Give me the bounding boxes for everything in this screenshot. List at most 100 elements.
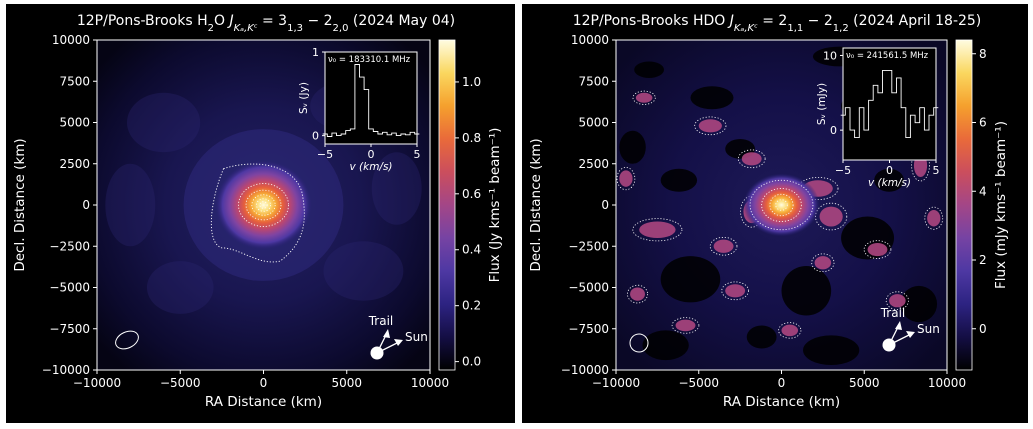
trail-arrowhead (895, 321, 902, 330)
inset-x-tick-label-1: 0 (886, 164, 893, 177)
hdo-map-chart: 12P/Pons-Brooks HDO JKₐ,Kᶜ = 21,1 − 21,2… (528, 13, 1009, 410)
colorbar-label: Flux (Jy kms⁻¹ beam⁻¹) (487, 128, 503, 283)
inset-frame (324, 51, 418, 145)
noise-void-14 (874, 168, 904, 192)
colorbar-tick-label-0: 0.0 (462, 355, 481, 369)
contour-patch-11 (885, 291, 909, 311)
noise-void-10 (642, 330, 689, 361)
y-tick-label-2: 5000 (59, 116, 90, 130)
noise-void-1 (690, 86, 734, 110)
inset-y-tick-label-0: 10 (823, 49, 837, 62)
noise-void-7 (841, 216, 895, 260)
y-tick-label-7: −7500 (49, 322, 90, 336)
inset-x-tick-label-1: 0 (368, 148, 375, 161)
trail-label: Trail (368, 314, 394, 328)
contour-patch-7 (863, 240, 892, 259)
x-axis-label: RA Distance (km) (723, 394, 840, 410)
inset-y-tick-label-0: 1 (312, 46, 319, 59)
beam-ellipse (629, 333, 649, 353)
inset-frequency-label: ν₀ = 241561.5 MHz (846, 51, 929, 61)
coma-haze-4 (105, 163, 156, 247)
inset-x-tick-label-2: 5 (933, 164, 940, 177)
y-tick-label-0: 10000 (571, 33, 609, 47)
emission-patch-7 (867, 242, 888, 257)
inset-y-tick-label-1: 0 (312, 130, 319, 143)
contour-patch-2 (616, 167, 636, 191)
contour-patch-3 (694, 116, 727, 136)
h2o-map-chart: 12P/Pons-Brooks H2O JKₐ,Kᶜ = 31,3 − 22,0… (12, 13, 503, 410)
chart-title: 12P/Pons-Brooks H2O JKₐ,Kᶜ = 31,3 − 22,0… (77, 13, 455, 34)
inset-spectrum-line (322, 64, 420, 137)
y-tick-label-8: −10000 (42, 363, 90, 377)
contour-patch-8 (911, 149, 930, 182)
coma-haze-5 (371, 152, 422, 225)
y-tick-label-8: −10000 (561, 363, 609, 377)
core-contour-1 (761, 188, 802, 222)
trail-label: Trail (880, 306, 906, 320)
noise-void-15 (660, 168, 698, 192)
sun-arrowhead (394, 339, 403, 346)
colorbar-tick-label-2: 0.4 (462, 243, 481, 257)
coma-haze-1 (323, 241, 404, 301)
emission-patch-17 (630, 287, 645, 301)
emission-patch-13 (814, 256, 832, 270)
contour-patch-17 (627, 284, 648, 304)
inset-frequency-label: ν₀ = 183310.1 MHz (328, 55, 411, 65)
core-contour-0 (238, 183, 289, 227)
contour-patch-13 (811, 253, 835, 273)
colorbar-tick-label-1: 2 (979, 253, 987, 267)
sun-label: Sun (917, 322, 940, 336)
y-tick-label-6: −5000 (568, 281, 609, 295)
contour-patch-9 (924, 206, 944, 230)
panel-hdo: 12P/Pons-Brooks HDO JKₐ,Kᶜ = 21,1 − 21,2… (522, 4, 1028, 423)
coma-core (215, 160, 312, 250)
beam-ellipse (115, 330, 139, 350)
emission-patch-3 (698, 119, 722, 133)
x-tick-label-2: 0 (778, 376, 786, 390)
x-tick-label-0: −10000 (73, 376, 121, 390)
core-contour-4 (259, 201, 268, 209)
coma-core (743, 173, 820, 237)
colorbar-tick-label-1: 0.2 (462, 299, 481, 313)
noise-void-12 (900, 285, 938, 323)
noise-void-5 (660, 256, 721, 303)
y-tick-label-5: −2500 (49, 239, 90, 253)
colorbar-tick-label-4: 0.8 (462, 131, 481, 145)
inset-x-label: v (km/s) (868, 177, 911, 189)
contour-patch-15 (671, 317, 700, 334)
contour-patch-10 (632, 90, 656, 105)
contour-patch-0 (632, 218, 683, 242)
inset-frame (842, 47, 937, 161)
inset-x-tick-label-0: −5 (835, 164, 851, 177)
colorbar (438, 39, 456, 371)
y-axis-label: Decl. Distance (km) (12, 138, 28, 271)
colorbar-label: Flux (mJy kms⁻¹ beam⁻¹) (993, 121, 1009, 289)
coma-haze-2 (146, 261, 214, 314)
inset-x-tick-label-0: −5 (317, 148, 333, 161)
emission-patch-9 (927, 209, 941, 227)
colorbar-tick-label-0: 0 (979, 322, 987, 336)
x-tick-label-1: −5000 (678, 376, 719, 390)
inset-spectrum-line (840, 69, 939, 139)
x-tick-label-2: 0 (260, 376, 268, 390)
emission-patch-12 (725, 284, 746, 298)
y-tick-label-3: 2500 (59, 157, 90, 171)
core-contour-1 (245, 189, 282, 221)
y-tick-label-4: 0 (82, 198, 90, 212)
colorbar (955, 39, 973, 371)
chart-title: 12P/Pons-Brooks HDO JKₐ,Kᶜ = 21,1 − 21,2… (573, 13, 982, 34)
core-contour-2 (251, 194, 276, 216)
y-tick-label-4: 0 (601, 198, 609, 212)
emission-patch-10 (635, 92, 653, 103)
x-tick-label-4: 10000 (928, 376, 966, 390)
noise-void-4 (619, 130, 646, 164)
core-contour-3 (256, 198, 271, 212)
emission-patch-11 (889, 294, 906, 308)
emission-patch-16 (781, 324, 799, 337)
y-axis-label: Decl. Distance (km) (528, 138, 544, 271)
emission-patch-2 (619, 170, 633, 187)
inset-y-label: Sᵥ (mJy) (816, 83, 828, 125)
sun-label: Sun (405, 330, 428, 344)
sun-arrowhead (906, 331, 915, 338)
emission-patch-1 (713, 239, 734, 253)
